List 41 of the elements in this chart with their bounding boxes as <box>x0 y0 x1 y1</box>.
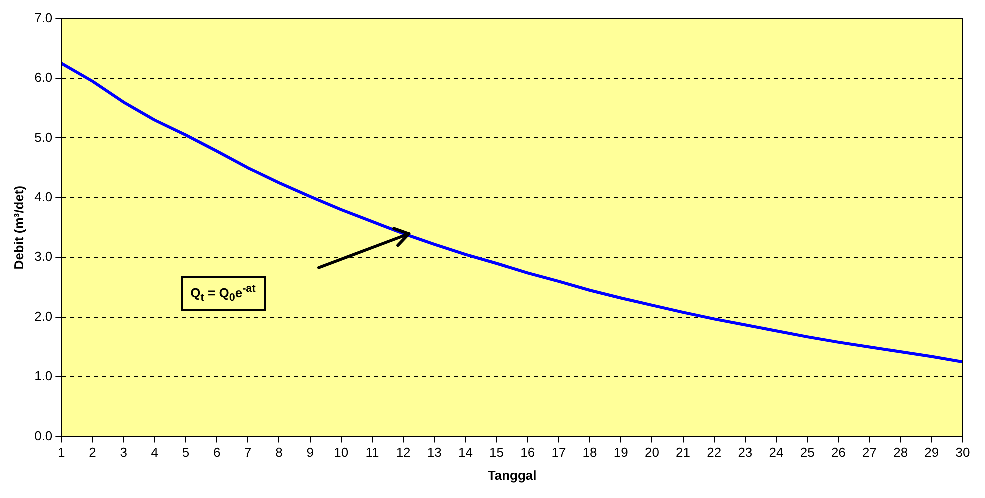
x-tick-label: 30 <box>956 445 970 460</box>
y-axis-title: Debit (m³/det) <box>11 186 26 270</box>
x-tick-label: 20 <box>644 445 660 460</box>
x-tick-label: 1 <box>58 445 66 460</box>
x-tick-label: 13 <box>427 445 442 460</box>
x-tick-label: 6 <box>213 445 221 460</box>
x-tick-label: 9 <box>306 445 314 460</box>
x-tick-label: 2 <box>89 445 96 460</box>
x-tick-label: 11 <box>366 445 380 460</box>
x-tick-label: 22 <box>707 445 722 460</box>
x-tick-label: 12 <box>396 445 411 460</box>
y-tick-label: 6.0 <box>34 70 53 86</box>
x-tick-label: 4 <box>151 445 159 460</box>
y-tick-label: 1.0 <box>34 368 53 384</box>
x-tick-label: 29 <box>924 445 940 460</box>
x-tick-label: 8 <box>276 445 283 460</box>
y-tick-label: 2.0 <box>34 308 53 324</box>
x-tick-label: 21 <box>676 445 691 460</box>
x-tick-label: 28 <box>894 445 908 460</box>
y-tick-label: 0.0 <box>34 428 53 444</box>
x-tick-label: 17 <box>552 445 566 460</box>
x-tick-label: 10 <box>334 445 349 460</box>
y-tick-label: 4.0 <box>34 190 53 205</box>
x-tick-label: 25 <box>800 445 815 460</box>
x-tick-label: 18 <box>582 445 598 460</box>
y-tick-label: 5.0 <box>34 130 53 145</box>
x-tick-label: 15 <box>490 445 504 460</box>
x-tick-label: 27 <box>862 445 877 460</box>
x-tick-label: 19 <box>614 445 628 460</box>
y-tick-label: 7.0 <box>34 10 53 26</box>
x-tick-label: 14 <box>458 445 473 460</box>
x-tick-label: 23 <box>738 445 753 460</box>
x-axis-title: Tanggal <box>488 468 537 483</box>
x-tick-label: 7 <box>244 445 252 460</box>
x-tick-label: 3 <box>120 445 128 460</box>
x-tick-label: 5 <box>182 445 190 460</box>
x-tick-label: 24 <box>769 445 784 460</box>
annotation: Q$_{t}$ = Q$_{0}$e$^{-at}$ <box>180 276 266 311</box>
x-tick-label: 16 <box>520 445 536 460</box>
y-tick-label: 3.0 <box>34 249 53 264</box>
x-tick-label: 26 <box>831 445 846 460</box>
